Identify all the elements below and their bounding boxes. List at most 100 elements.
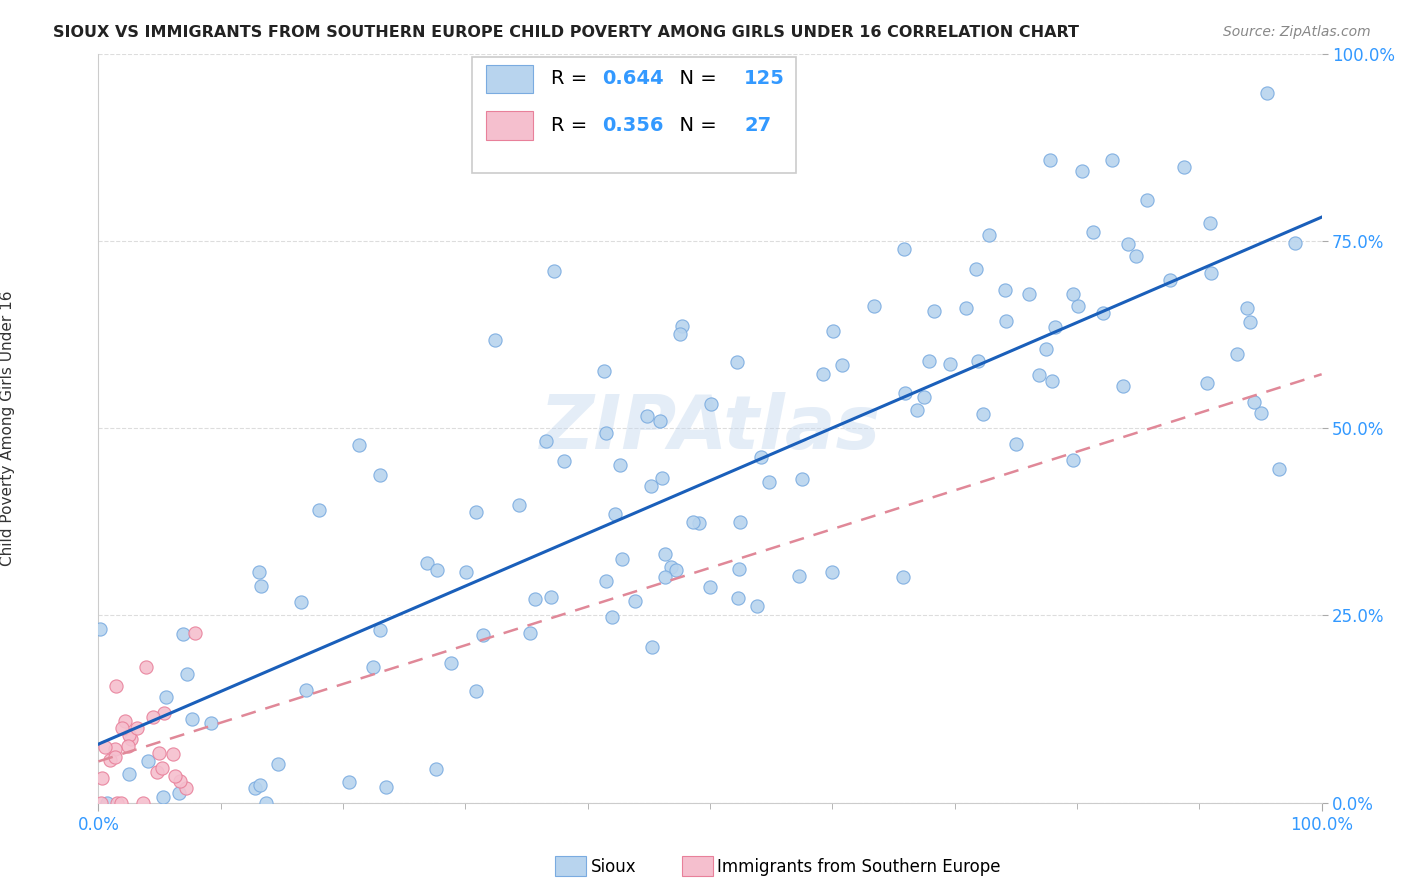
Point <box>484 334 506 348</box>
Point <box>148 747 170 761</box>
Point <box>141 709 163 723</box>
Point <box>250 579 273 593</box>
Point <box>155 690 177 704</box>
Text: 0.644: 0.644 <box>602 70 664 88</box>
Point <box>863 299 886 313</box>
Point <box>1243 395 1265 409</box>
Point <box>337 774 360 789</box>
Point <box>912 390 935 404</box>
Point <box>180 712 202 726</box>
Point <box>440 656 463 670</box>
Point <box>465 505 488 519</box>
Point <box>416 557 439 571</box>
Point <box>167 786 190 800</box>
Point <box>1066 300 1088 314</box>
Point <box>1070 164 1092 178</box>
Point <box>368 468 391 483</box>
Point <box>1197 376 1219 390</box>
Point <box>1284 236 1306 251</box>
Point <box>152 761 174 775</box>
Point <box>200 716 222 731</box>
Text: SIOUX VS IMMIGRANTS FROM SOUTHERN EUROPE CHILD POVERTY AMONG GIRLS UNDER 16 CORR: SIOUX VS IMMIGRANTS FROM SOUTHERN EUROPE… <box>53 25 1080 40</box>
Point <box>979 227 1001 242</box>
Point <box>1236 301 1258 315</box>
Point <box>94 739 117 754</box>
Point <box>688 516 710 531</box>
Point <box>939 357 962 371</box>
Point <box>524 591 547 606</box>
Point <box>120 731 142 746</box>
Point <box>254 796 277 810</box>
Point <box>1005 437 1028 451</box>
Point <box>994 283 1017 297</box>
Point <box>922 304 945 318</box>
Point <box>955 301 977 315</box>
Point <box>1062 453 1084 467</box>
Point <box>111 721 134 735</box>
Text: N =: N = <box>668 70 723 88</box>
Point <box>294 683 316 698</box>
Text: 125: 125 <box>744 70 785 88</box>
Point <box>368 624 391 638</box>
Point <box>553 453 575 467</box>
Point <box>654 570 676 584</box>
Point <box>114 714 136 729</box>
Point <box>821 566 844 580</box>
Point <box>125 722 148 736</box>
Point <box>349 438 371 452</box>
Point <box>640 479 662 493</box>
Y-axis label: Child Poverty Among Girls Under 16: Child Poverty Among Girls Under 16 <box>0 291 15 566</box>
Point <box>508 498 530 512</box>
Point <box>728 515 751 529</box>
Point <box>172 627 194 641</box>
Point <box>665 563 688 577</box>
Point <box>1199 216 1222 230</box>
Point <box>118 728 141 742</box>
Point <box>994 314 1017 328</box>
Point <box>534 434 557 448</box>
Point <box>454 565 477 579</box>
Point <box>96 796 118 810</box>
Point <box>967 353 990 368</box>
Point <box>654 547 676 561</box>
Point <box>104 679 127 693</box>
Point <box>1239 315 1261 329</box>
Point <box>603 507 626 521</box>
Point <box>184 625 207 640</box>
Point <box>699 580 721 594</box>
Point <box>595 425 617 440</box>
Point <box>1042 375 1064 389</box>
Point <box>98 753 121 767</box>
Point <box>725 355 748 369</box>
Point <box>745 599 768 613</box>
Point <box>91 772 114 786</box>
Point <box>682 515 704 529</box>
Text: 0.356: 0.356 <box>602 116 664 135</box>
Point <box>1116 236 1139 251</box>
Point <box>89 623 111 637</box>
Point <box>104 749 127 764</box>
Point <box>1226 346 1249 360</box>
Point <box>308 502 330 516</box>
Point <box>727 562 749 576</box>
Point <box>1081 225 1104 239</box>
Point <box>790 472 813 486</box>
Point <box>375 780 398 794</box>
Point <box>1159 273 1181 287</box>
Point <box>146 764 169 779</box>
Point <box>641 640 664 654</box>
Point <box>893 386 915 401</box>
Point <box>609 458 631 473</box>
Point <box>918 353 941 368</box>
Point <box>831 358 853 372</box>
Point <box>135 660 157 674</box>
Point <box>471 628 494 642</box>
Point <box>1125 249 1147 263</box>
Text: R =: R = <box>551 116 593 135</box>
Point <box>1039 153 1062 167</box>
Text: Source: ZipAtlas.com: Source: ZipAtlas.com <box>1223 25 1371 39</box>
Point <box>1199 266 1222 280</box>
Point <box>905 403 928 417</box>
Point <box>105 796 128 810</box>
Point <box>648 414 671 428</box>
